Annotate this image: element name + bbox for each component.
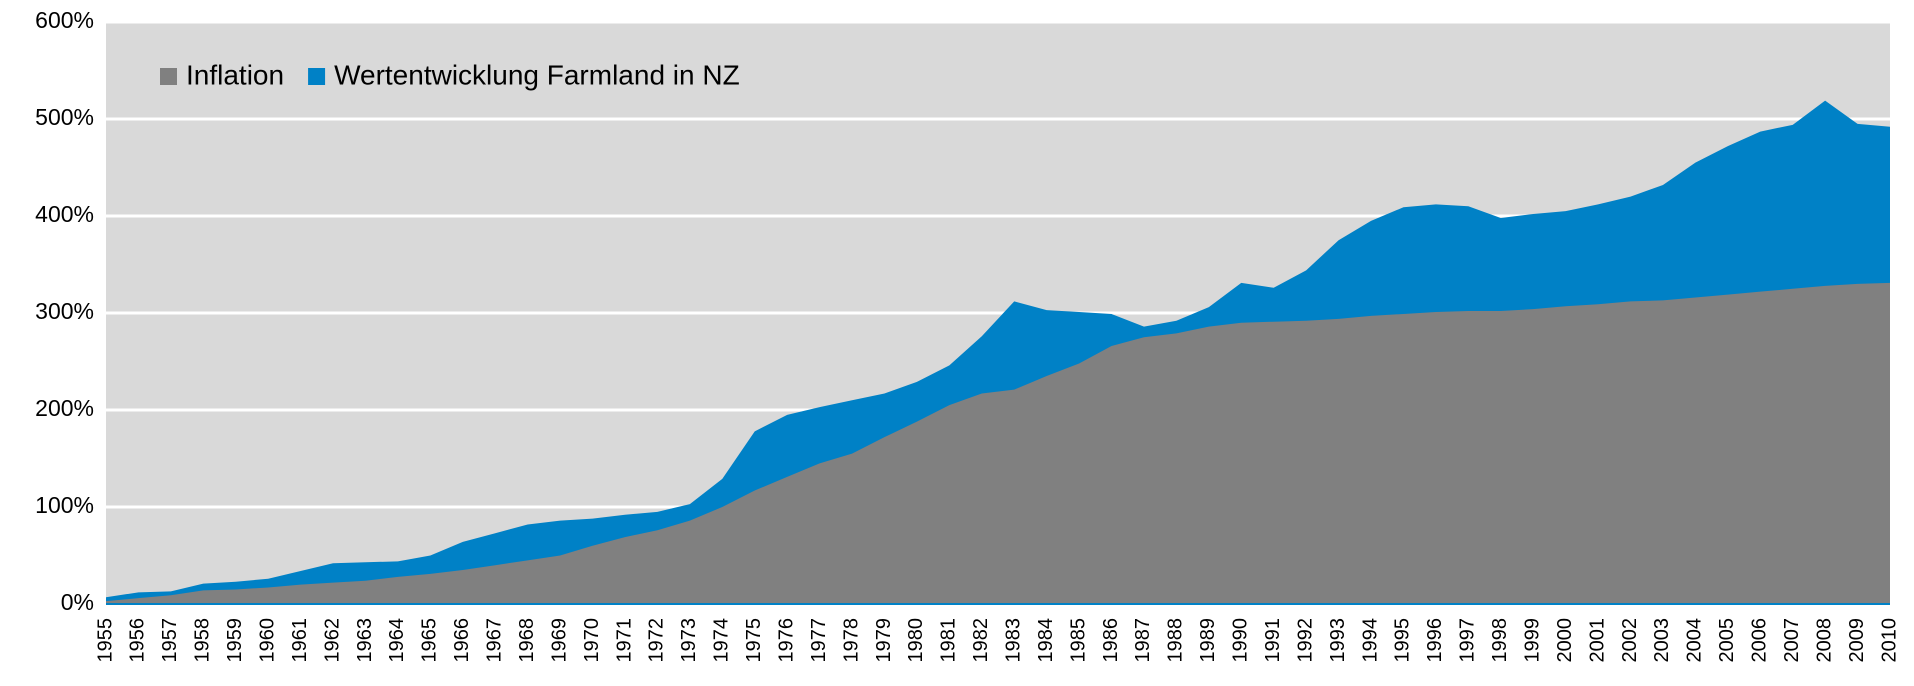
x-tick-label: 1982 bbox=[970, 618, 992, 663]
x-tick-label: 1993 bbox=[1327, 618, 1349, 663]
x-tick-label: 2004 bbox=[1684, 618, 1706, 663]
x-tick-label: 1959 bbox=[224, 618, 246, 663]
x-tick-label: 1967 bbox=[484, 618, 506, 663]
x-tick-label: 1995 bbox=[1392, 618, 1414, 663]
x-tick-label: 1983 bbox=[1002, 618, 1024, 663]
x-tick-label: 2005 bbox=[1716, 618, 1738, 663]
x-tick-label: 2006 bbox=[1749, 618, 1771, 663]
y-tick-label: 100% bbox=[35, 492, 94, 518]
y-tick-label: 300% bbox=[35, 298, 94, 324]
x-tick-label: 2009 bbox=[1846, 618, 1868, 663]
x-tick-label: 1994 bbox=[1359, 618, 1381, 663]
x-tick-label: 1968 bbox=[516, 618, 538, 663]
y-tick-label: 500% bbox=[35, 104, 94, 130]
x-tick-label: 2001 bbox=[1586, 618, 1608, 663]
y-tick-label: 0% bbox=[61, 589, 94, 615]
x-tick-label: 1980 bbox=[905, 618, 927, 663]
y-tick-label: 400% bbox=[35, 201, 94, 227]
x-tick-label: 2003 bbox=[1651, 618, 1673, 663]
x-tick-label: 1979 bbox=[873, 618, 895, 663]
x-tick-label: 1985 bbox=[1067, 618, 1089, 663]
x-tick-label: 1962 bbox=[321, 618, 343, 663]
x-tick-label: 1991 bbox=[1262, 618, 1284, 663]
x-tick-label: 2008 bbox=[1813, 618, 1835, 663]
x-tick-label: 1984 bbox=[1035, 618, 1057, 663]
y-tick-label: 200% bbox=[35, 395, 94, 421]
legend-label: Inflation bbox=[186, 59, 284, 90]
x-tick-label: 1964 bbox=[386, 618, 408, 663]
x-tick-label: 1957 bbox=[159, 618, 181, 663]
x-tick-label: 1965 bbox=[419, 618, 441, 663]
x-tick-label: 1978 bbox=[840, 618, 862, 663]
x-tick-label: 1990 bbox=[1230, 618, 1252, 663]
area bbox=[106, 282, 1890, 604]
x-tick-label: 1972 bbox=[646, 618, 668, 663]
x-tick-label: 2007 bbox=[1781, 618, 1803, 663]
x-tick-label: 1977 bbox=[808, 618, 830, 663]
x-tick-label: 1973 bbox=[678, 618, 700, 663]
legend-swatch bbox=[160, 68, 177, 85]
x-tick-label: 1998 bbox=[1489, 618, 1511, 663]
x-tick-label: 1969 bbox=[548, 618, 570, 663]
x-tick-label: 1987 bbox=[1132, 618, 1154, 663]
x-tick-label: 1988 bbox=[1165, 618, 1187, 663]
x-tick-label: 1999 bbox=[1521, 618, 1543, 663]
x-tick-label: 1961 bbox=[289, 618, 311, 663]
x-tick-label: 1963 bbox=[354, 618, 376, 663]
x-tick-label: 1992 bbox=[1294, 618, 1316, 663]
x-tick-label: 1971 bbox=[613, 618, 635, 663]
x-tick-label: 1955 bbox=[94, 618, 116, 663]
x-tick-label: 1970 bbox=[581, 618, 603, 663]
x-tick-label: 1975 bbox=[743, 618, 765, 663]
x-tick-label: 2000 bbox=[1554, 618, 1576, 663]
x-tick-label: 1989 bbox=[1197, 618, 1219, 663]
x-tick-label: 1976 bbox=[775, 618, 797, 663]
x-tick-label: 1986 bbox=[1100, 618, 1122, 663]
x-tick-label: 1997 bbox=[1457, 618, 1479, 663]
legend-label: Wertentwicklung Farmland in NZ bbox=[334, 59, 740, 90]
x-tick-label: 1974 bbox=[711, 618, 733, 663]
x-tick-label: 1960 bbox=[256, 618, 278, 663]
x-tick-label: 1956 bbox=[127, 618, 149, 663]
x-tick-label: 2002 bbox=[1619, 618, 1641, 663]
x-tick-label: 1981 bbox=[938, 618, 960, 663]
x-tick-label: 1958 bbox=[192, 618, 214, 663]
x-tick-label: 1996 bbox=[1424, 618, 1446, 663]
x-tick-label: 1966 bbox=[451, 618, 473, 663]
x-tick-label: 2010 bbox=[1878, 618, 1900, 663]
legend-swatch bbox=[308, 68, 326, 85]
y-tick-label: 600% bbox=[35, 7, 94, 33]
